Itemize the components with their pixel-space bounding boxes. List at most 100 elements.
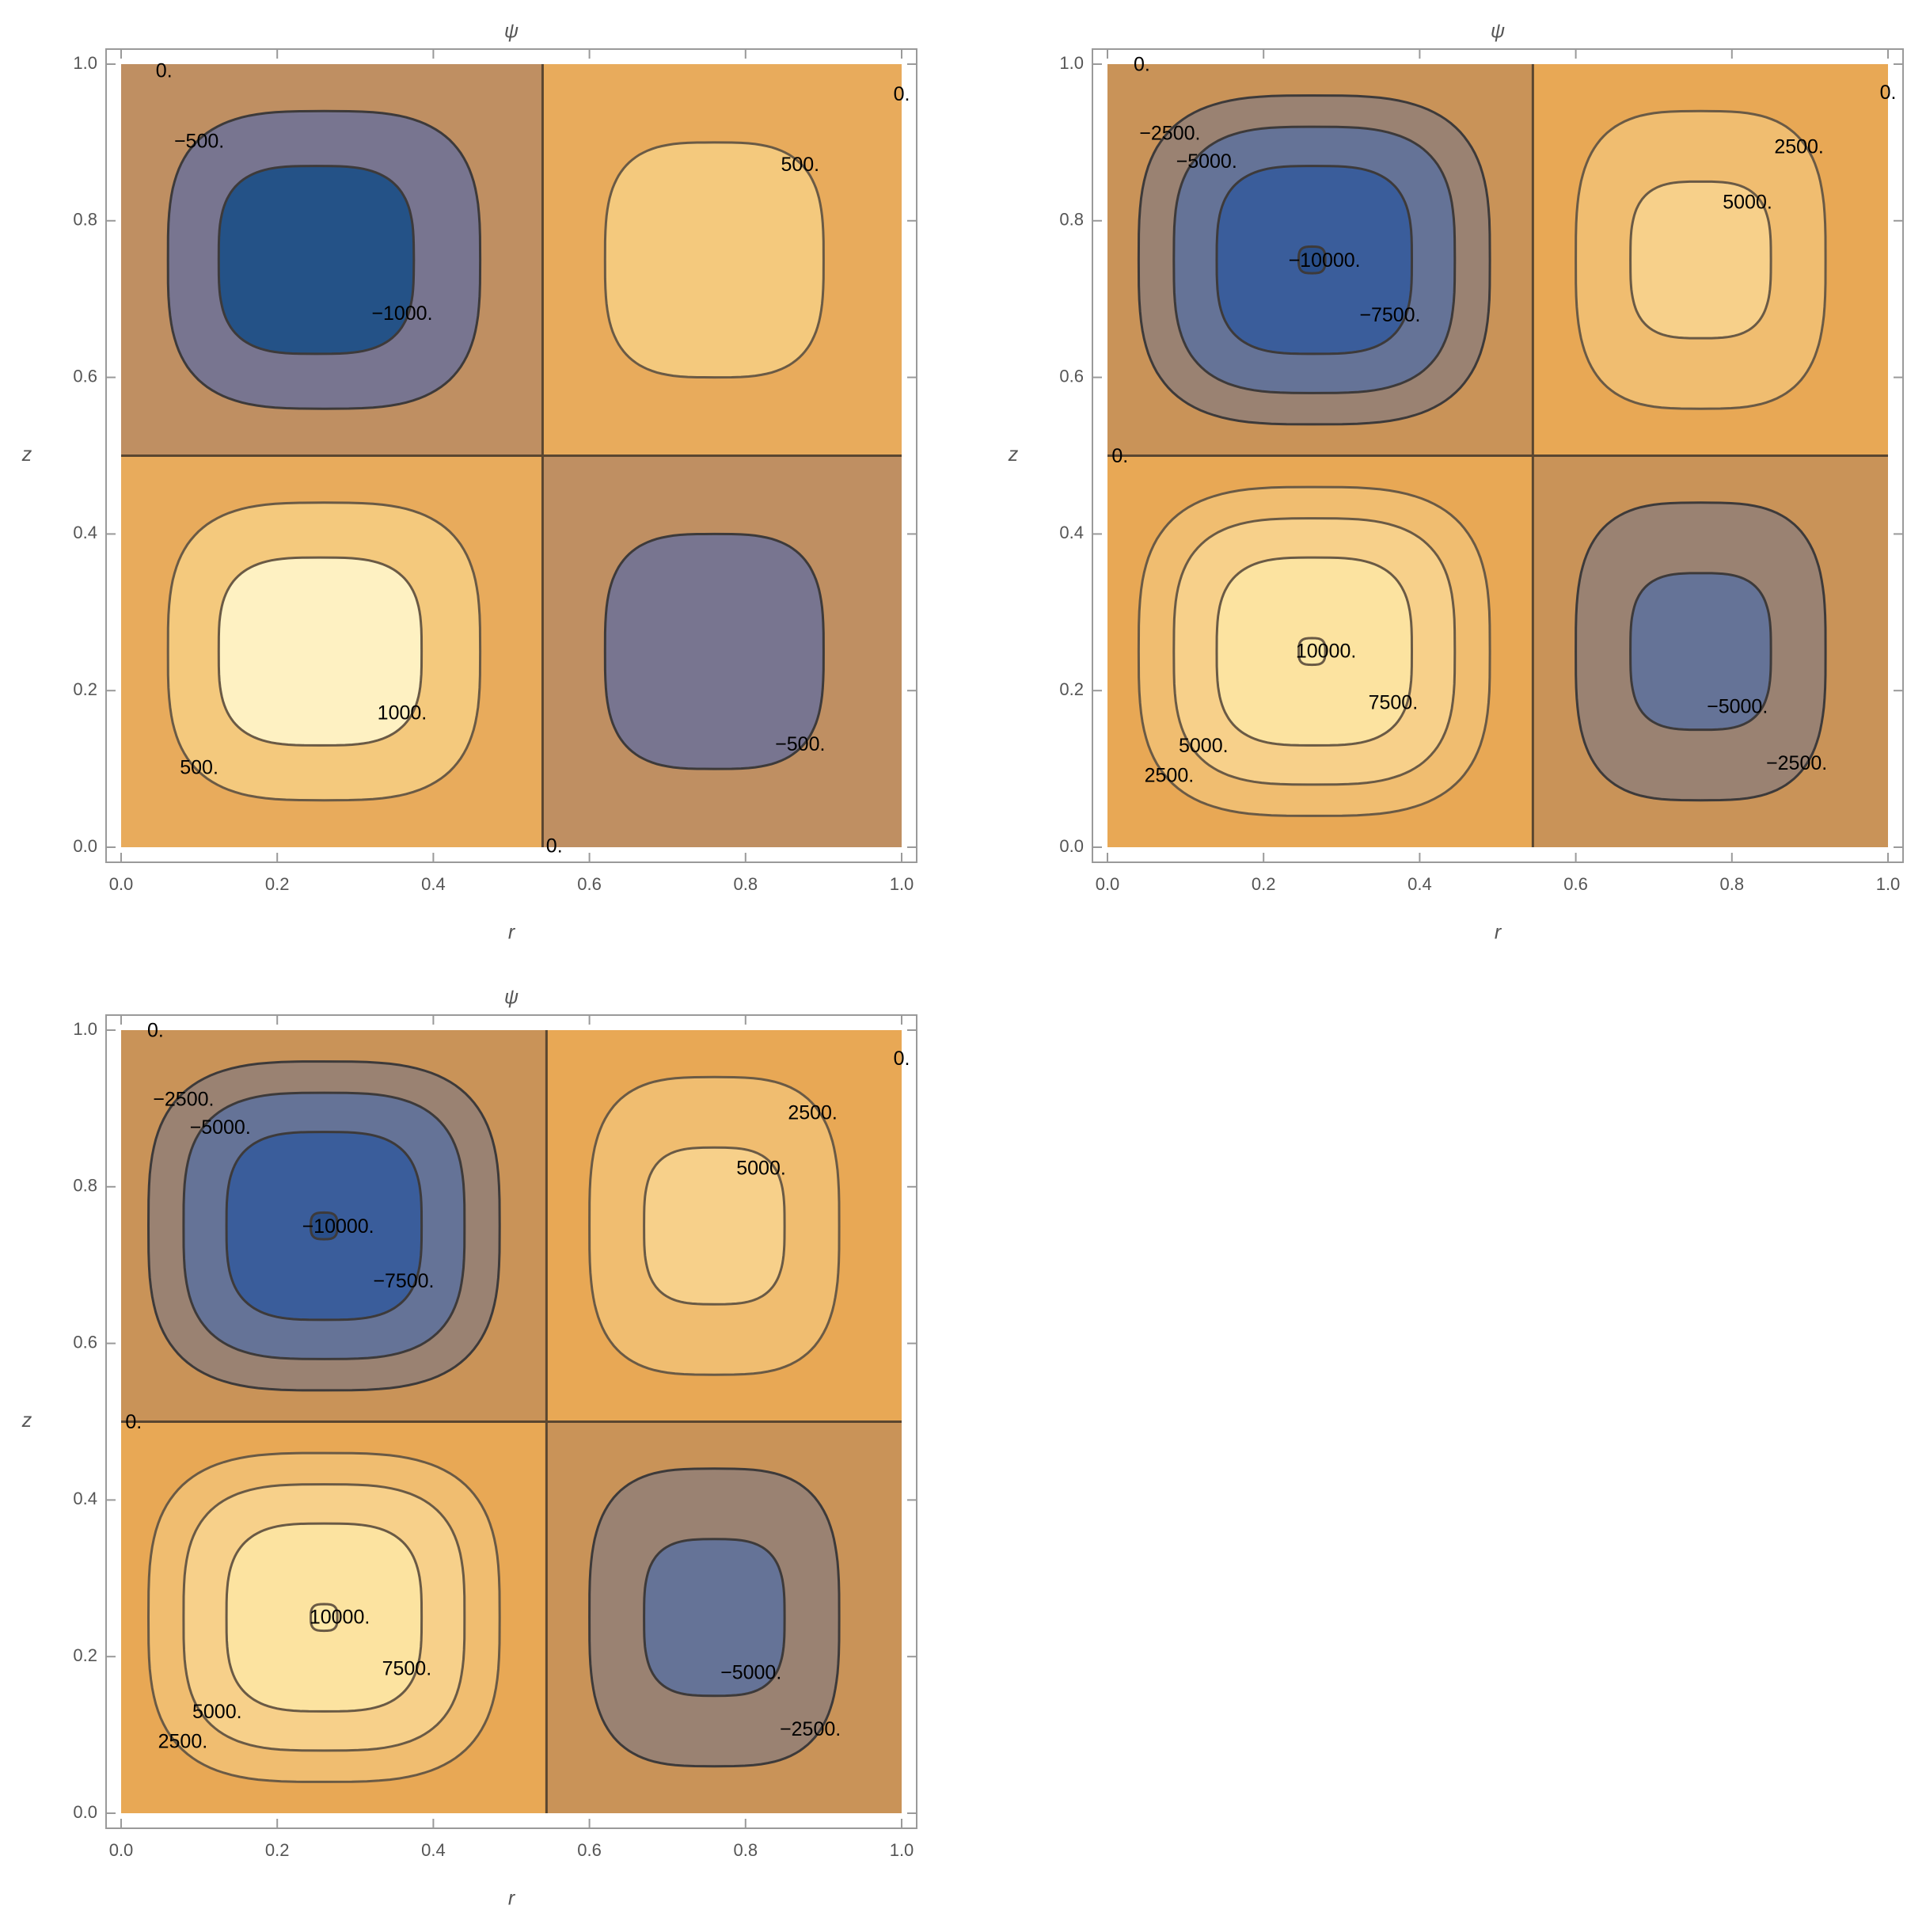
contour-label: −2500. <box>153 1089 214 1111</box>
y-tick-label: 1.0 <box>73 1019 97 1039</box>
contour-label: 2500. <box>1774 135 1824 158</box>
contour-label: 5000. <box>192 1701 242 1723</box>
plot-frame <box>105 48 917 863</box>
contour-label: 5000. <box>1179 735 1229 757</box>
contour-label: 10000. <box>310 1606 370 1628</box>
contour-label: −5000. <box>1176 150 1237 173</box>
y-tick-label: 0.0 <box>1059 836 1084 856</box>
plot-frame <box>1092 48 1904 863</box>
contour-label: 7500. <box>382 1658 432 1680</box>
x-tick-label: 0.2 <box>265 1840 290 1860</box>
contour-label: 10000. <box>1296 640 1356 662</box>
x-tick-label: 0.2 <box>1252 874 1276 894</box>
contour-label: 0. <box>1111 445 1128 467</box>
contour-label: 0. <box>147 1020 164 1042</box>
contour-label: 0. <box>894 1048 910 1070</box>
contour-panel: 0.0 0.2 0.4 0.6 0.8 1.0 0.0 0.2 0.4 0.6 0.8 1.0 0. 0.… <box>21 987 917 1910</box>
y-tick-label: 0.2 <box>73 679 97 699</box>
x-tick-label: 0.8 <box>1720 874 1745 894</box>
contour-label: −500. <box>775 733 825 755</box>
x-tick-label: 0.4 <box>421 1840 446 1860</box>
contour-label: 5000. <box>736 1158 786 1180</box>
contour-label: 2500. <box>158 1731 208 1753</box>
contour-label: 7500. <box>1369 692 1419 714</box>
contour-label: −2500. <box>1139 123 1200 145</box>
contour-label: 0. <box>1880 82 1897 104</box>
y-axis-label: z <box>21 443 32 466</box>
y-tick-label: 0.2 <box>73 1645 97 1665</box>
contour-label: −7500. <box>373 1270 434 1292</box>
contour-line <box>643 1146 786 1306</box>
x-axis-label: r <box>508 922 516 944</box>
y-tick-label: 0.8 <box>73 210 97 230</box>
contour-label: −10000. <box>302 1215 374 1238</box>
y-tick-label: 0.6 <box>1059 366 1084 386</box>
y-tick-label: 0.6 <box>73 366 97 386</box>
contour-label: 1000. <box>378 702 427 724</box>
y-tick-label: 0.0 <box>73 836 97 856</box>
contour-line <box>643 1538 786 1698</box>
x-tick-label: 0.2 <box>265 874 290 894</box>
contour-label: 0. <box>894 83 910 105</box>
x-tick-label: 0.8 <box>734 874 758 894</box>
plot-frame <box>105 1014 917 1829</box>
x-tick-label: 0.6 <box>1563 874 1588 894</box>
contour-label: 5000. <box>1723 192 1772 214</box>
x-tick-label: 0.8 <box>734 1840 758 1860</box>
contour-label: 0. <box>546 835 563 858</box>
contour-label: −10000. <box>1289 249 1361 272</box>
contour-line <box>603 141 825 379</box>
x-tick-label: 0.0 <box>1096 874 1120 894</box>
contour-label: 500. <box>180 757 218 779</box>
contour-label: −2500. <box>780 1718 841 1740</box>
x-axis-label: r <box>508 1888 516 1910</box>
contour-line <box>603 532 825 770</box>
contour-line <box>1629 572 1772 732</box>
contour-line <box>310 1603 339 1633</box>
y-tick-label: 0.4 <box>73 523 97 542</box>
y-tick-label: 1.0 <box>1059 53 1084 73</box>
contour-line <box>217 165 416 356</box>
x-tick-label: 1.0 <box>890 874 914 894</box>
contour-label: 2500. <box>788 1101 838 1124</box>
x-tick-label: 0.6 <box>577 874 602 894</box>
contour-label: −5000. <box>720 1662 781 1684</box>
contour-label: 0. <box>156 59 173 82</box>
contour-line <box>1629 180 1772 340</box>
y-tick-label: 0.8 <box>73 1176 97 1196</box>
y-tick-label: 0.6 <box>73 1332 97 1352</box>
x-tick-label: 1.0 <box>890 1840 914 1860</box>
contour-label: −5000. <box>1707 696 1768 718</box>
contour-label: 2500. <box>1145 765 1195 787</box>
contour-panel: 0.0 0.2 0.4 0.6 0.8 1.0 0.0 0.2 0.4 0.6 0.8 1.0 0. 0.… <box>21 21 917 944</box>
y-tick-label: 0.0 <box>73 1802 97 1822</box>
x-tick-label: 0.0 <box>109 1840 134 1860</box>
x-tick-label: 0.0 <box>109 874 134 894</box>
contour-line <box>1297 245 1327 275</box>
y-axis-label: z <box>1008 443 1019 466</box>
contour-line <box>1297 637 1327 667</box>
chart-title: ψ <box>504 987 519 1009</box>
contour-line <box>217 556 424 747</box>
y-tick-label: 0.2 <box>1059 679 1084 699</box>
x-tick-label: 0.6 <box>577 1840 602 1860</box>
contour-line <box>310 1211 339 1241</box>
x-tick-label: 0.4 <box>421 874 446 894</box>
contour-label: −1000. <box>371 302 432 325</box>
y-tick-label: 1.0 <box>73 53 97 73</box>
y-tick-label: 0.8 <box>1059 210 1084 230</box>
contour-label: 0. <box>1134 54 1150 76</box>
contour-label: −5000. <box>190 1116 251 1139</box>
x-tick-label: 1.0 <box>1876 874 1901 894</box>
contour-label: 500. <box>781 154 819 176</box>
contour-label: 0. <box>125 1411 142 1433</box>
y-tick-label: 0.4 <box>1059 523 1084 542</box>
chart-title: ψ <box>504 21 519 43</box>
contour-panel: 0.0 0.2 0.4 0.6 0.8 1.0 0.0 0.2 0.4 0.6 0.8 1.0 0. 0.… <box>1008 21 1904 944</box>
contour-label: −7500. <box>1359 304 1420 326</box>
contour-label: −2500. <box>1766 752 1827 774</box>
y-tick-label: 0.4 <box>73 1489 97 1508</box>
y-axis-label: z <box>21 1409 32 1432</box>
contour-label: −500. <box>174 131 224 153</box>
x-axis-label: r <box>1495 922 1502 944</box>
